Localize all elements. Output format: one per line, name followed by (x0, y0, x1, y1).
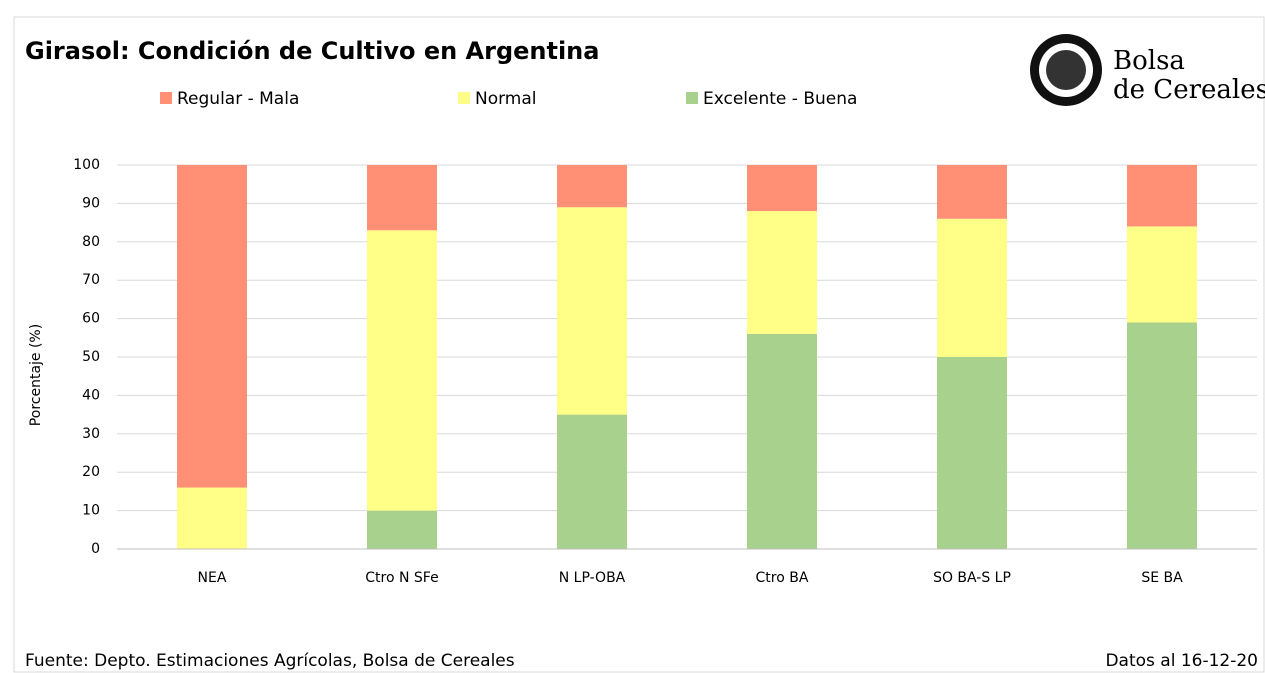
y-tick-label: 70 (82, 272, 100, 288)
bar-segment (557, 207, 627, 415)
logo-text: Bolsa (1113, 46, 1185, 76)
bar-segment (177, 487, 247, 549)
bar-segment (937, 218, 1007, 357)
bar-segment (747, 211, 817, 334)
logo-emblem (1030, 34, 1102, 106)
y-tick-label: 90 (82, 195, 100, 211)
bar-segment (937, 165, 1007, 219)
legend-label: Normal (475, 89, 537, 109)
legend-swatch (160, 92, 172, 104)
bar-segment (557, 414, 627, 549)
y-tick-label: 10 (82, 503, 100, 519)
bar-segment (367, 510, 437, 549)
x-tick-label: SO BA-S LP (933, 570, 1011, 586)
legend-swatch (458, 92, 470, 104)
bar-segment (177, 165, 247, 488)
footer-source: Fuente: Depto. Estimaciones Agrícolas, B… (25, 651, 515, 671)
x-tick-label: NEA (198, 570, 227, 586)
y-tick-label: 30 (82, 426, 100, 442)
legend-label: Regular - Mala (177, 89, 299, 109)
bar-segment (367, 230, 437, 511)
x-tick-label: Ctro BA (756, 570, 809, 586)
footer-date: Datos al 16-12-20 (1105, 651, 1258, 671)
bar-segment (1127, 226, 1197, 323)
x-tick-label: N LP-OBA (559, 570, 626, 586)
bar-segment (367, 165, 437, 231)
y-tick-label: 20 (82, 464, 100, 480)
bar-segment (747, 333, 817, 549)
y-tick-label: 60 (82, 311, 100, 327)
bar-segment (937, 357, 1007, 549)
y-tick-label: 0 (91, 541, 100, 557)
y-tick-label: 100 (73, 157, 100, 173)
y-axis-label: Porcentaje (%) (28, 324, 44, 426)
legend-swatch (686, 92, 698, 104)
x-tick-label: SE BA (1141, 570, 1183, 586)
logo-text: de Cereales (1113, 75, 1265, 105)
bar-segment (1127, 322, 1197, 549)
y-tick-label: 80 (82, 234, 100, 250)
x-tick-label: Ctro N SFe (365, 570, 438, 586)
y-tick-label: 50 (82, 349, 100, 365)
bar-segment (1127, 165, 1197, 227)
bar-segment (557, 165, 627, 208)
bar-segment (747, 165, 817, 212)
legend-label: Excelente - Buena (703, 89, 857, 109)
y-tick-label: 40 (82, 387, 100, 403)
chart-title: Girasol: Condición de Cultivo en Argenti… (25, 37, 599, 65)
